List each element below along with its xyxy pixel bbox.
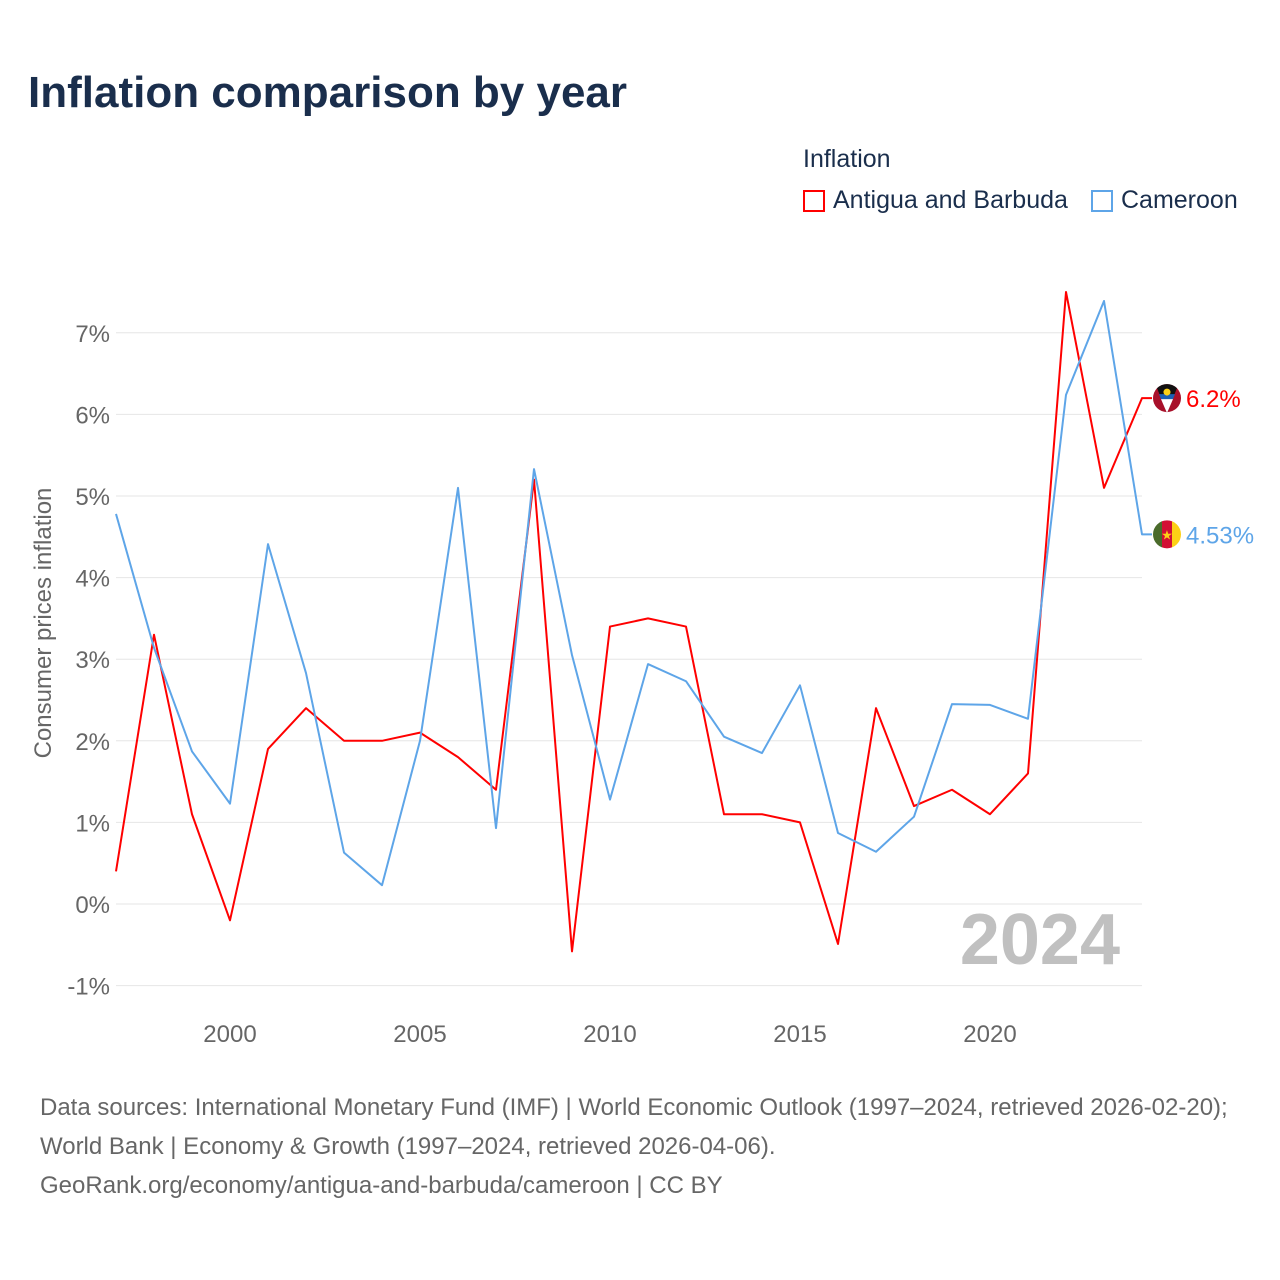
y-tick-label: 1% <box>75 810 110 837</box>
legend-swatch <box>803 189 825 212</box>
svg-text:★: ★ <box>1161 527 1173 542</box>
y-tick-label: 3% <box>75 647 110 674</box>
x-tick-label: 2005 <box>393 1021 446 1048</box>
y-tick-label: 5% <box>75 484 110 511</box>
legend-title: Inflation <box>803 145 891 173</box>
source-link[interactable]: GeoRank.org/economy/antigua-and-barbuda/… <box>40 1172 723 1199</box>
year-watermark: 2024 <box>960 900 1120 980</box>
x-tick-label: 2015 <box>773 1021 826 1048</box>
end-value-label: 4.53% <box>1186 522 1254 549</box>
data-sources: Data sources: International Monetary Fun… <box>40 1094 1228 1160</box>
y-tick-label: 7% <box>75 321 110 348</box>
y-axis-label: Consumer prices inflation <box>30 488 57 759</box>
x-tick-label: 2020 <box>963 1021 1016 1048</box>
legend-label: Antigua and Barbuda <box>833 186 1068 214</box>
flag-antigua-icon <box>1153 384 1181 413</box>
end-value-label: 6.2% <box>1186 386 1241 413</box>
y-tick-label: 0% <box>75 892 110 919</box>
legend-label: Cameroon <box>1121 186 1238 214</box>
legend-item-antigua[interactable]: Antigua and Barbuda <box>803 186 1068 215</box>
y-tick-label: 2% <box>75 729 110 756</box>
footer: Data sources: International Monetary Fun… <box>40 1088 1250 1205</box>
y-tick-label: 6% <box>75 402 110 429</box>
x-tick-label: 2010 <box>583 1021 636 1048</box>
x-tick-label: 2000 <box>203 1021 256 1048</box>
series-line-antigua <box>115 291 1152 953</box>
y-tick-label: -1% <box>67 974 110 1001</box>
legend-swatch <box>1091 189 1113 212</box>
y-tick-label: 4% <box>75 566 110 593</box>
legend-item-cameroon[interactable]: Cameroon <box>1091 186 1238 215</box>
flag-cameroon-icon: ★ <box>1153 520 1181 549</box>
series-line-cameroon <box>115 299 1152 887</box>
chart-title: Inflation comparison by year <box>28 68 628 117</box>
